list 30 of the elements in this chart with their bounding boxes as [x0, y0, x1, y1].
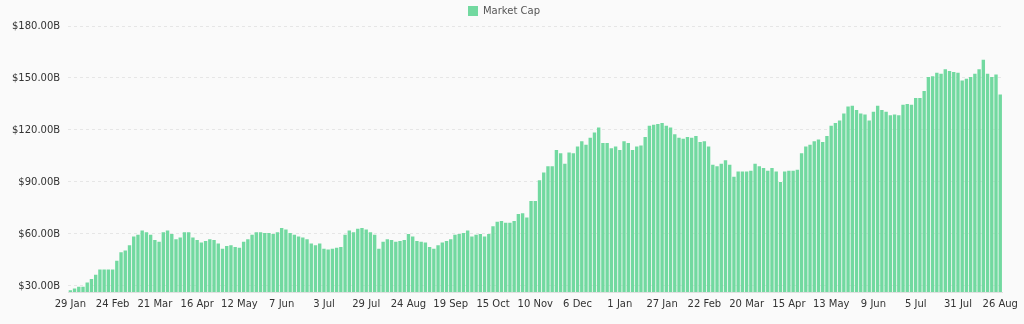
- x-tick-label: 9 Jun: [860, 297, 887, 309]
- x-tick-label: 31 Jul: [943, 297, 972, 309]
- y-tick-label: $90.00B: [18, 175, 61, 187]
- x-tick-label: 7 Jun: [269, 297, 295, 309]
- y-tick-label: $180.00B: [11, 19, 61, 31]
- x-tick-label: 29 Jul: [352, 297, 381, 309]
- x-tick-label: 5 Jul: [904, 297, 927, 309]
- y-tick-label: $150.00B: [11, 71, 61, 83]
- x-tick-label: 13 May: [812, 297, 850, 309]
- x-tick-label: 15 Oct: [476, 297, 510, 309]
- x-tick-label: 19 Sep: [433, 297, 469, 309]
- x-tick-label: 26 Aug: [982, 297, 1018, 309]
- x-tick-label: 16 Apr: [180, 297, 215, 309]
- x-tick-label: 6 Dec: [563, 297, 593, 309]
- x-tick-label: 20 Mar: [729, 297, 765, 309]
- x-tick-label: 1 Jan: [607, 297, 633, 309]
- x-tick-label: 10 Nov: [517, 297, 554, 309]
- y-tick-label: $120.00B: [11, 123, 61, 135]
- y-tick-label: $60.00B: [18, 227, 61, 239]
- x-tick-label: 3 Jul: [313, 297, 335, 309]
- x-tick-label: 12 May: [221, 297, 258, 309]
- x-tick-label: 29 Jan: [54, 297, 86, 309]
- x-tick-label: 15 Apr: [772, 297, 807, 309]
- x-tick-label: 24 Feb: [95, 297, 130, 309]
- x-tick-label: 27 Jan: [646, 297, 678, 309]
- legend-label: Market Cap: [482, 4, 541, 16]
- x-tick-label: 21 Mar: [137, 297, 174, 309]
- y-tick-label: $30.00B: [18, 279, 61, 291]
- x-tick-label: 22 Feb: [687, 297, 722, 309]
- x-tick-label: 24 Aug: [390, 297, 427, 309]
